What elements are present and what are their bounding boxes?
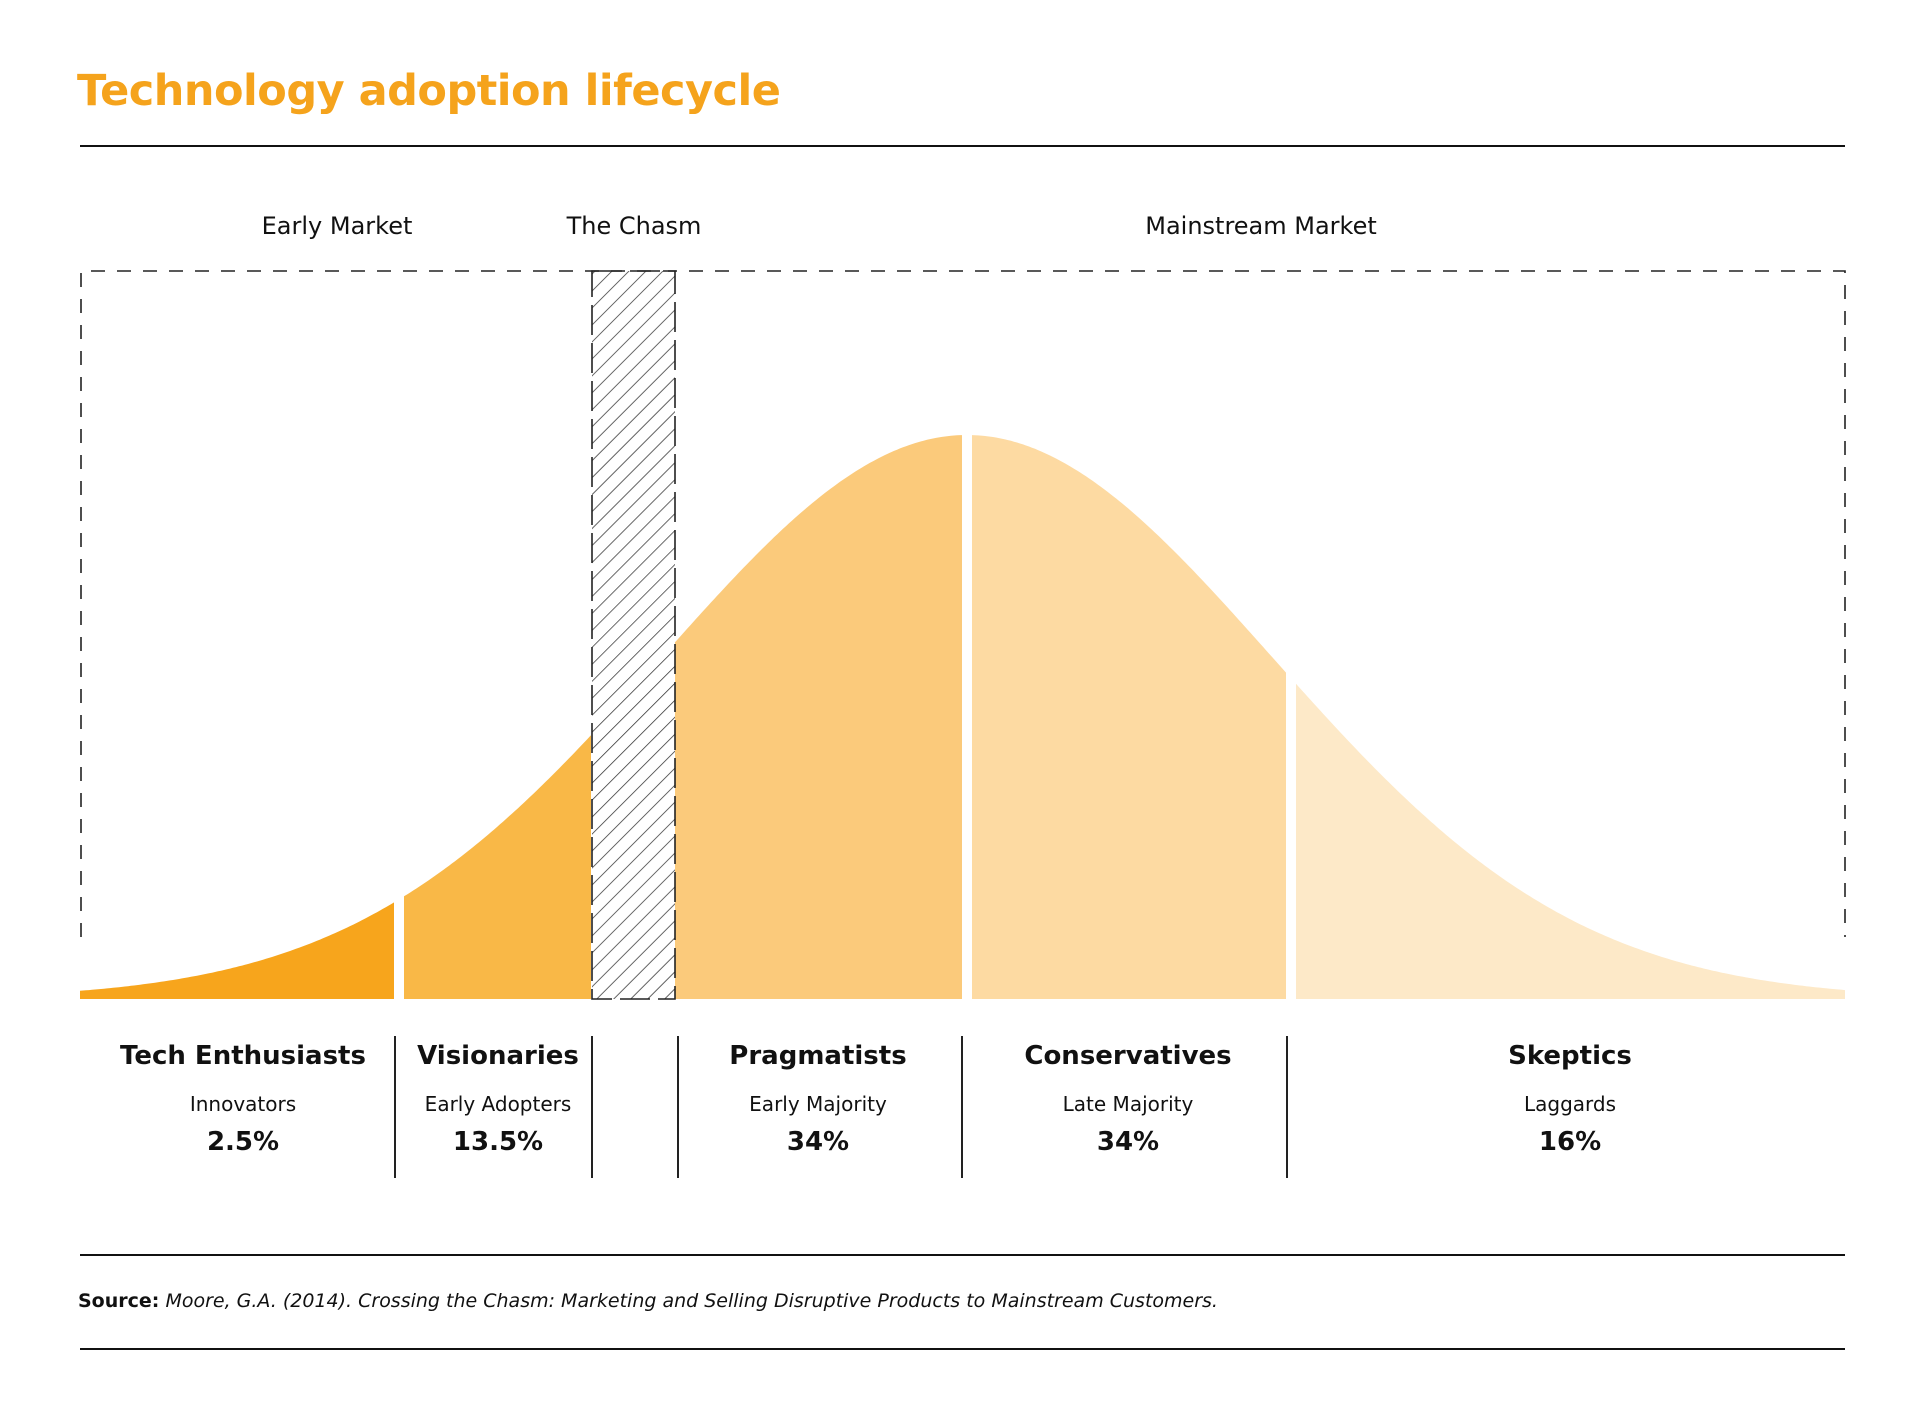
- segment-group: Late Majority: [1062, 1092, 1194, 1116]
- segment-share: 13.5%: [452, 1127, 544, 1157]
- market-label-chasm: The Chasm: [566, 212, 702, 240]
- adoption-curve-diagram: [80, 270, 1846, 1000]
- source-label: Source:: [78, 1290, 160, 1312]
- column-divider: [677, 1036, 679, 1178]
- segment-name: Pragmatists: [729, 1041, 907, 1071]
- segment-group: Early Adopters: [424, 1092, 572, 1116]
- source-divider-top: [80, 1254, 1845, 1256]
- source-divider-bottom: [80, 1348, 1845, 1350]
- curve-segment-early-adopters: [404, 735, 591, 999]
- curve-segment-late-majority: [972, 435, 1286, 1000]
- curve-segment-innovators: [80, 902, 394, 999]
- segment-label-laggards: Skeptics Laggards 16%: [1508, 1036, 1632, 1160]
- market-label-early: Early Market: [261, 212, 413, 240]
- segment-label-early-majority: Pragmatists Early Majority 34%: [729, 1036, 906, 1160]
- segment-name: Skeptics: [1508, 1041, 1632, 1071]
- segment-group: Early Majority: [749, 1092, 887, 1116]
- segment-share: 2.5%: [206, 1127, 280, 1157]
- column-divider: [591, 1036, 593, 1178]
- segment-label-innovators: Tech Enthusiasts Innovators 2.5%: [120, 1036, 366, 1160]
- source-text: Moore, G.A. (2014). Crossing the Chasm: …: [165, 1290, 1218, 1312]
- page-title: Technology adoption lifecycle: [77, 66, 781, 116]
- segment-share: 16%: [1538, 1127, 1602, 1157]
- market-label-mainstream: Mainstream Market: [1145, 212, 1377, 240]
- column-divider: [394, 1036, 396, 1178]
- chasm-hatch: [591, 270, 676, 1000]
- curve-segment-laggards: [1296, 683, 1845, 999]
- segment-label-late-majority: Conservatives Late Majority 34%: [1024, 1036, 1231, 1160]
- market-boundary-box: [80, 270, 1846, 937]
- segment-name: Visionaries: [417, 1041, 579, 1071]
- curve-segment-early-majority: [675, 435, 962, 1000]
- column-divider: [1286, 1036, 1288, 1178]
- segment-share: 34%: [786, 1127, 850, 1157]
- segment-name: Tech Enthusiasts: [120, 1041, 366, 1071]
- segment-label-early-adopters: Visionaries Early Adopters 13.5%: [417, 1036, 579, 1160]
- title-divider: [80, 145, 1845, 147]
- segment-group: Innovators: [189, 1092, 297, 1116]
- column-divider: [961, 1036, 963, 1178]
- segment-share: 34%: [1096, 1127, 1160, 1157]
- source-citation: Source: Moore, G.A. (2014). Crossing the…: [78, 1290, 1218, 1312]
- segment-group: Laggards: [1523, 1092, 1617, 1116]
- segment-name: Conservatives: [1024, 1041, 1232, 1071]
